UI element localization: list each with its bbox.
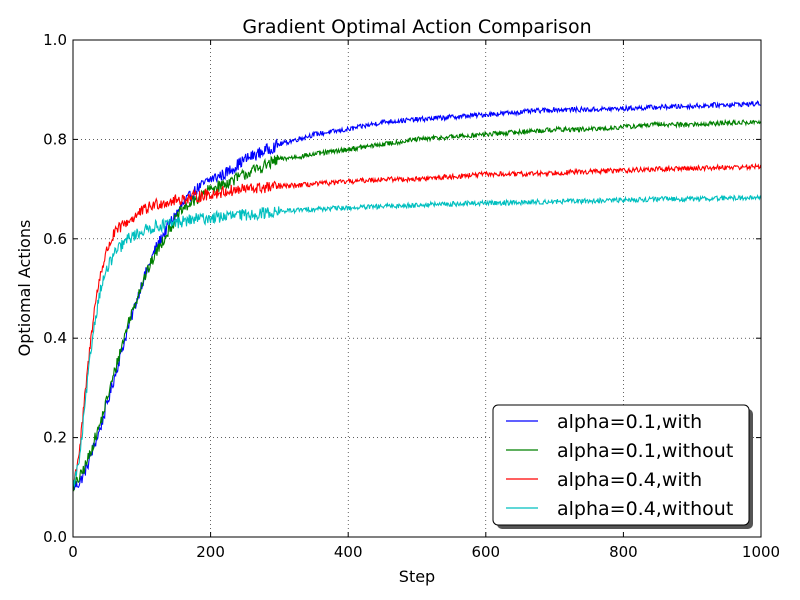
plot-frame [72, 39, 762, 538]
series-line-1 [73, 100, 762, 490]
y-tick-label: 1.0 [43, 31, 67, 49]
legend: alpha=0.1,with alpha=0.1,without alpha=0.4… [492, 404, 753, 529]
y-tick-label: 0.6 [43, 230, 67, 248]
x-tick-label: 600 [471, 543, 500, 561]
series-line-4 [73, 194, 762, 487]
x-axis-title: Step [399, 567, 435, 586]
y-tick-label: 0.0 [43, 528, 67, 546]
legend-label-1: alpha=0.1,with [557, 411, 702, 433]
x-tick-label: 400 [334, 543, 363, 561]
y-tick-label: 0.4 [43, 329, 67, 347]
axis-ticks: 0 200 400 600 800 1000 0.0 0.2 0.4 0.6 0.8 1.0 [43, 31, 780, 561]
chart-title: Gradient Optimal Action Comparison [242, 16, 591, 38]
x-tick-label: 800 [609, 543, 638, 561]
legend-label-4: alpha=0.4,without [557, 498, 733, 520]
y-axis-title: Optiomal Actions [15, 220, 34, 357]
legend-box [492, 404, 750, 526]
legend-label-2: alpha=0.1,without [557, 440, 733, 462]
y-tick-label: 0.8 [43, 130, 67, 148]
y-tick-label: 0.2 [43, 429, 67, 447]
series-layer [73, 100, 762, 492]
x-tick-label: 200 [196, 543, 225, 561]
series-line-3 [73, 162, 762, 484]
x-tick-label: 0 [68, 543, 78, 561]
legend-label-3: alpha=0.4,with [557, 469, 702, 491]
series-line-2 [73, 118, 762, 492]
x-tick-label: 1000 [742, 543, 780, 561]
